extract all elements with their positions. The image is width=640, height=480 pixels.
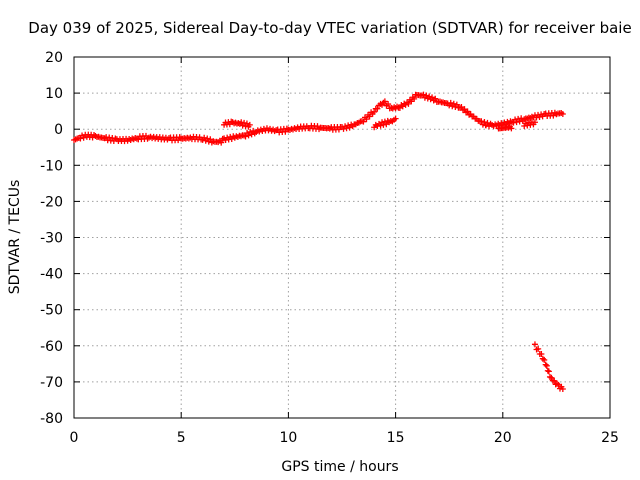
- y-tick-label: -10: [40, 158, 63, 174]
- x-tick-label: 0: [70, 430, 79, 446]
- data-point-marker: [371, 108, 378, 115]
- y-tick-label: -70: [40, 375, 63, 391]
- data-point-marker: [366, 113, 373, 120]
- y-axis-label: SDTVAR / TECUs: [7, 180, 23, 295]
- y-tick-label: -20: [40, 194, 63, 210]
- y-tick-label: 0: [54, 122, 63, 138]
- data-point-marker: [207, 136, 214, 143]
- data-point-marker: [411, 95, 418, 102]
- data-point-marker: [447, 99, 454, 106]
- data-point-marker: [392, 115, 399, 122]
- data-point-marker: [531, 119, 538, 126]
- data-point-marker: [478, 118, 485, 125]
- data-point-marker: [420, 91, 427, 98]
- data-point-marker: [554, 380, 561, 387]
- data-point-marker: [545, 368, 552, 375]
- data-point-marker: [77, 135, 84, 142]
- grid-lines: [74, 57, 610, 418]
- x-tick-label: 10: [279, 430, 297, 446]
- data-point-marker: [204, 135, 211, 142]
- data-point-marker: [542, 361, 549, 368]
- y-tick-label: -30: [40, 231, 63, 247]
- data-point-marker: [482, 121, 489, 128]
- data-point-marker: [551, 377, 558, 384]
- data-point-marker: [175, 137, 182, 144]
- data-point-marker: [450, 100, 457, 107]
- y-tick-label: -60: [40, 339, 63, 355]
- data-point-marker: [429, 94, 436, 101]
- data-point-marker: [377, 122, 384, 129]
- data-point-marker: [246, 121, 253, 128]
- data-point-marker: [481, 119, 488, 126]
- data-point-marker: [535, 345, 542, 352]
- data-point-marker: [432, 95, 439, 102]
- data-point-marker: [282, 128, 289, 135]
- data-point-marker: [374, 105, 381, 112]
- chart-title: Day 039 of 2025, Sidereal Day-to-day VTE…: [28, 19, 631, 37]
- data-point-marker: [453, 101, 460, 108]
- data-point-marker: [543, 362, 550, 369]
- data-point-marker: [385, 101, 392, 108]
- data-point-marker: [539, 355, 546, 362]
- data-point-marker: [458, 104, 465, 111]
- x-tick-label: 15: [387, 430, 405, 446]
- data-point-marker: [380, 121, 387, 128]
- data-point-marker: [538, 351, 545, 358]
- data-point-marker: [242, 133, 249, 140]
- data-point-marker: [559, 386, 566, 393]
- data-point-marker: [546, 373, 553, 380]
- data-point-marker: [245, 132, 252, 139]
- y-tick-label: 20: [45, 50, 63, 66]
- y-tick-label: -80: [40, 411, 63, 427]
- data-point-marker: [559, 111, 566, 118]
- data-point-marker: [360, 118, 367, 125]
- data-point-marker: [461, 106, 468, 113]
- data-point-marker: [381, 98, 388, 105]
- x-tick-label: 20: [494, 430, 512, 446]
- axis-ticks: 20 10 0 -10 -20 -30 -40 -50 -60 -70 -80 0 5 10 15 20 25: [40, 50, 619, 446]
- data-point-marker: [541, 356, 548, 363]
- data-point-marker: [363, 116, 370, 123]
- y-tick-label: -50: [40, 303, 63, 319]
- data-point-marker: [218, 139, 225, 146]
- y-tick-label: -40: [40, 267, 63, 283]
- x-axis-label: GPS time / hours: [281, 459, 398, 475]
- x-tick-label: 5: [177, 430, 186, 446]
- data-point-marker: [548, 374, 555, 381]
- data-point-marker: [531, 341, 538, 348]
- data-point-marker: [464, 108, 471, 115]
- data-points: [71, 91, 566, 393]
- data-point-marker: [508, 125, 515, 132]
- x-tick-label: 25: [601, 430, 619, 446]
- data-point-marker: [248, 131, 255, 138]
- y-tick-label: 10: [45, 86, 63, 102]
